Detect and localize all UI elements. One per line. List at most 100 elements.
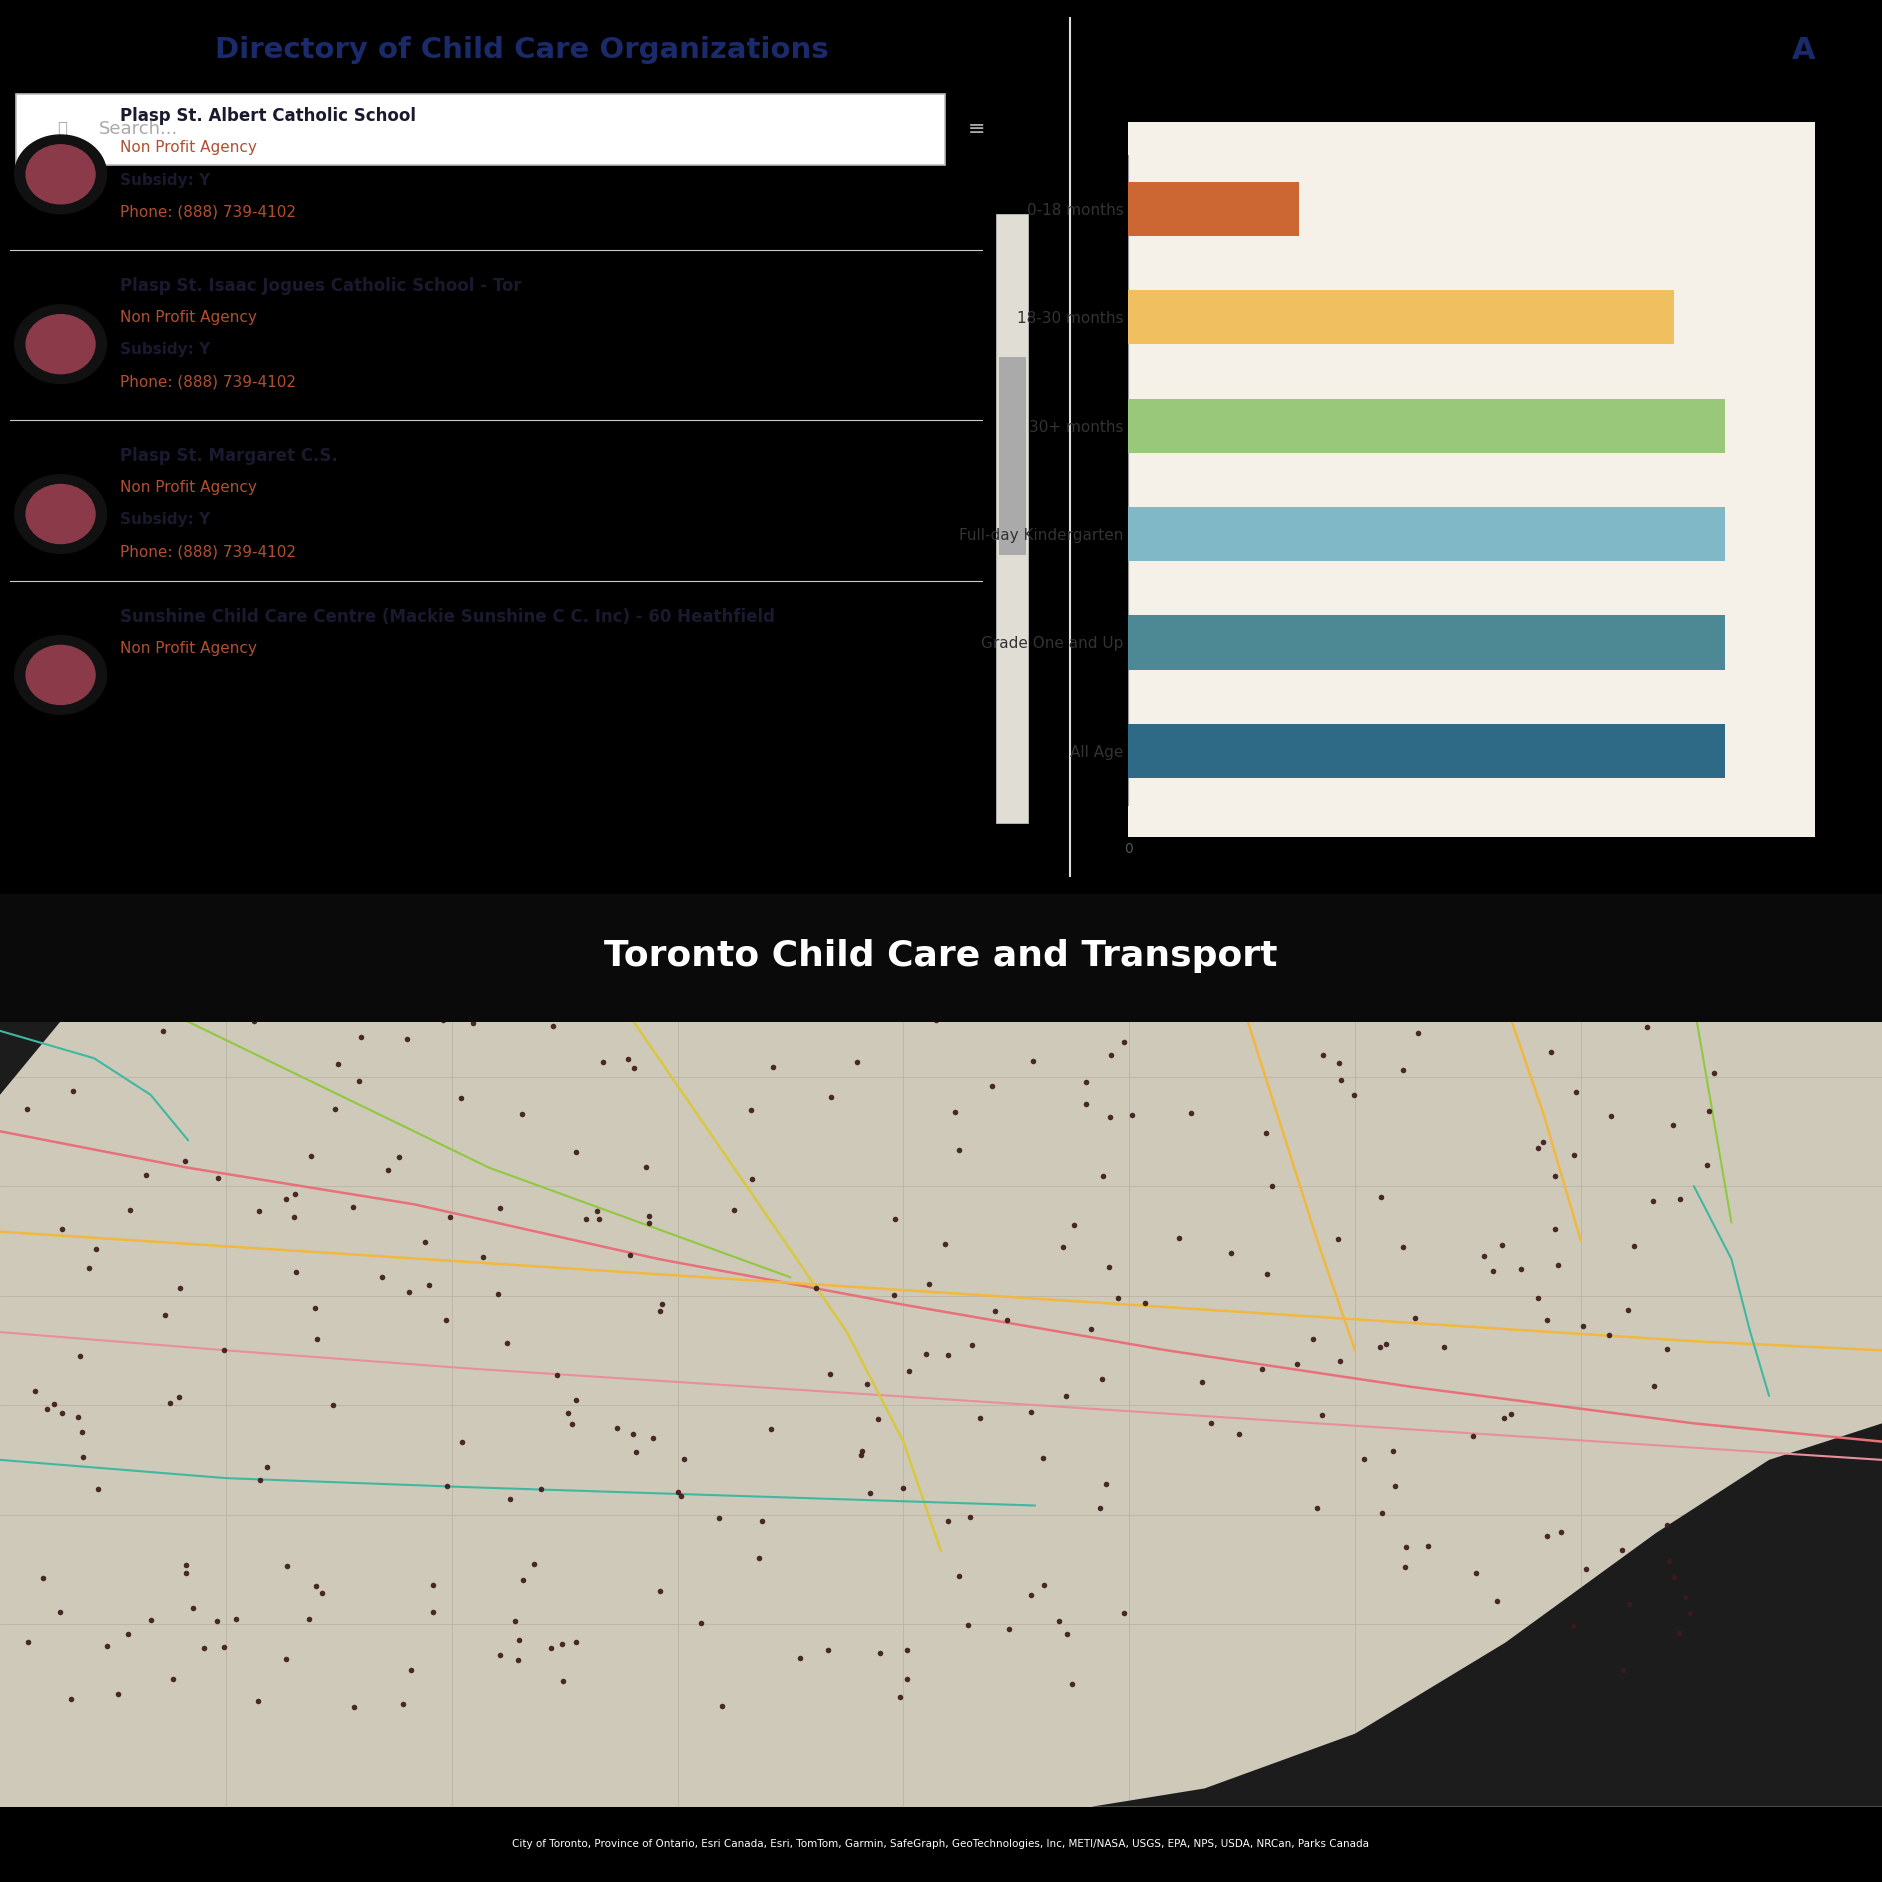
Point bbox=[1088, 1161, 1118, 1191]
Point bbox=[977, 1071, 1007, 1101]
Text: Plasp St. Albert Catholic School: Plasp St. Albert Catholic School bbox=[120, 107, 416, 126]
Point bbox=[391, 1024, 422, 1054]
Point bbox=[19, 1376, 49, 1406]
Point bbox=[704, 1504, 734, 1534]
Point bbox=[1539, 1214, 1570, 1244]
Point bbox=[1558, 1611, 1588, 1641]
Point bbox=[785, 1643, 815, 1673]
Point bbox=[1349, 1443, 1380, 1474]
Point bbox=[1477, 1255, 1507, 1285]
Point bbox=[252, 1451, 282, 1481]
Point bbox=[952, 1611, 982, 1641]
Point bbox=[706, 1692, 736, 1722]
Point bbox=[504, 1624, 534, 1654]
Point bbox=[486, 1193, 516, 1223]
Point bbox=[1077, 1314, 1107, 1344]
Text: Directory of Child Care Organizations: Directory of Child Care Organizations bbox=[215, 36, 830, 64]
Point bbox=[1613, 1295, 1643, 1325]
Point bbox=[245, 1464, 275, 1494]
Bar bbox=[1127, 399, 1726, 454]
Polygon shape bbox=[1092, 1423, 1882, 1807]
Point bbox=[582, 1197, 612, 1227]
FancyBboxPatch shape bbox=[0, 894, 1882, 1807]
Point bbox=[47, 1398, 77, 1428]
Point bbox=[981, 1297, 1011, 1327]
Point bbox=[1468, 1242, 1498, 1272]
Text: Non Profit Agency: Non Profit Agency bbox=[120, 642, 258, 657]
Point bbox=[1413, 1530, 1443, 1560]
Point bbox=[467, 1242, 497, 1272]
Point bbox=[1391, 1553, 1421, 1583]
Point bbox=[627, 937, 657, 967]
Point bbox=[719, 1195, 749, 1225]
Point bbox=[1033, 945, 1063, 975]
Point bbox=[367, 1263, 397, 1293]
Point bbox=[1325, 1048, 1355, 1078]
Point bbox=[501, 1605, 531, 1635]
Point bbox=[542, 1359, 572, 1389]
Point bbox=[1637, 1186, 1667, 1216]
Point bbox=[561, 1137, 591, 1167]
Point bbox=[209, 1336, 239, 1366]
Point bbox=[1092, 1468, 1122, 1498]
FancyBboxPatch shape bbox=[0, 894, 1882, 1022]
Point bbox=[1459, 1421, 1489, 1451]
Point bbox=[557, 1410, 587, 1440]
Point bbox=[1223, 1419, 1253, 1449]
Point bbox=[615, 1240, 646, 1270]
Point bbox=[271, 1643, 301, 1673]
Point bbox=[198, 898, 228, 928]
Point bbox=[446, 1082, 476, 1112]
Point bbox=[1090, 950, 1120, 981]
Point bbox=[1660, 1562, 1690, 1592]
Point bbox=[1539, 1161, 1570, 1191]
Point bbox=[68, 1417, 98, 1447]
Point bbox=[894, 1355, 924, 1385]
Point bbox=[854, 1477, 885, 1507]
Circle shape bbox=[26, 646, 96, 704]
Point bbox=[13, 1628, 43, 1658]
Circle shape bbox=[15, 136, 107, 215]
Point bbox=[28, 1564, 58, 1594]
Point bbox=[1306, 1400, 1336, 1430]
Point bbox=[1587, 900, 1617, 930]
Point bbox=[113, 1619, 143, 1649]
Point bbox=[1378, 1436, 1408, 1466]
Text: Sunshine Child Care Centre (Mackie Sunshine C C. Inc) - 60 Heathfield: Sunshine Child Care Centre (Mackie Sunsh… bbox=[120, 608, 775, 627]
Text: Plasp St. Margaret C.S.: Plasp St. Margaret C.S. bbox=[120, 448, 339, 465]
Point bbox=[1188, 1366, 1218, 1396]
Point bbox=[1538, 922, 1568, 952]
Point bbox=[621, 1438, 651, 1468]
Point bbox=[384, 1142, 414, 1172]
Point bbox=[941, 1097, 971, 1127]
Point bbox=[1481, 1585, 1511, 1615]
Point bbox=[1370, 1329, 1400, 1359]
Point bbox=[538, 1011, 568, 1041]
Point bbox=[1272, 960, 1302, 990]
Point bbox=[892, 1635, 922, 1666]
Point bbox=[965, 1402, 996, 1432]
Circle shape bbox=[26, 145, 96, 203]
Point bbox=[1387, 1233, 1417, 1263]
Point bbox=[755, 1415, 785, 1445]
Point bbox=[619, 1052, 649, 1082]
Point bbox=[1225, 907, 1255, 937]
Point bbox=[482, 909, 512, 939]
Point bbox=[1545, 1517, 1575, 1547]
Point bbox=[634, 1208, 664, 1238]
Bar bbox=[1127, 506, 1726, 561]
Point bbox=[678, 956, 708, 986]
Point bbox=[585, 1204, 615, 1235]
Point bbox=[58, 1077, 88, 1107]
Point bbox=[422, 937, 452, 967]
Point bbox=[243, 1197, 273, 1227]
Point bbox=[1165, 1223, 1195, 1253]
Point bbox=[410, 937, 440, 967]
Point bbox=[802, 1272, 832, 1302]
Point bbox=[1532, 1521, 1562, 1551]
Point bbox=[45, 1596, 75, 1626]
Point bbox=[373, 1156, 403, 1186]
Point bbox=[66, 1342, 96, 1372]
Point bbox=[853, 1368, 883, 1398]
Text: Toronto Child Care and Transport: Toronto Child Care and Transport bbox=[604, 939, 1278, 973]
